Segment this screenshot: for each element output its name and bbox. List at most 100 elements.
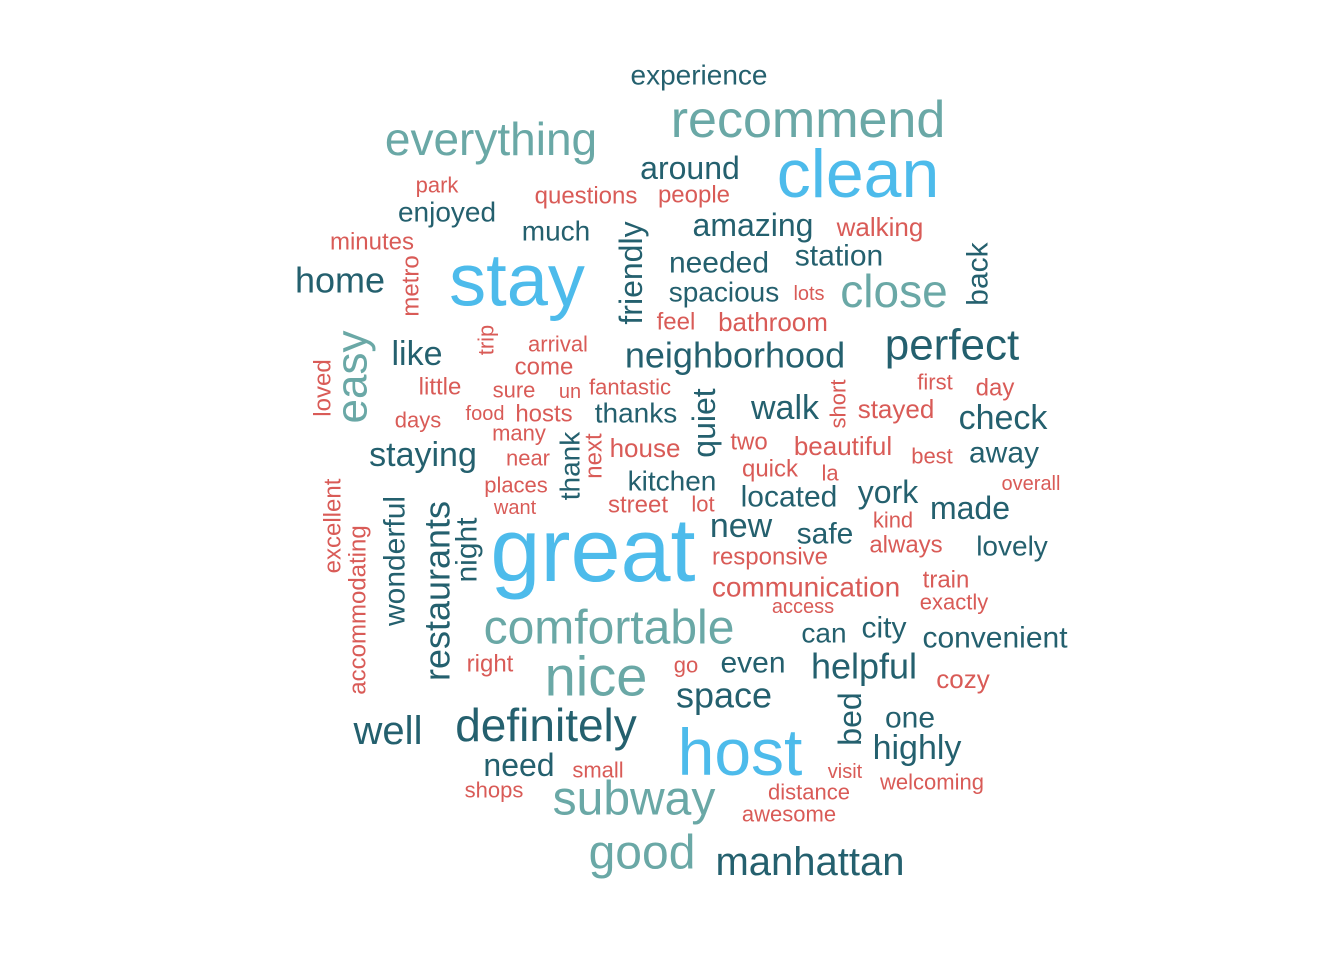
- word-back: back: [962, 241, 995, 305]
- word-feel: feel: [657, 309, 696, 336]
- word-responsive: responsive: [712, 544, 828, 571]
- word-lovely: lovely: [976, 531, 1048, 562]
- word-recommend: recommend: [671, 91, 946, 149]
- word-highly: highly: [873, 729, 962, 767]
- word-excellent: excellent: [320, 478, 347, 573]
- word-city: city: [862, 612, 907, 645]
- word-park: park: [416, 173, 460, 198]
- word-lot: lot: [691, 492, 714, 517]
- word-near: near: [506, 446, 550, 471]
- word-walking: walking: [836, 212, 924, 242]
- word-amazing: amazing: [693, 207, 814, 243]
- word-away: away: [969, 437, 1039, 470]
- word-friendly: friendly: [613, 221, 649, 324]
- word-welcoming: welcoming: [879, 770, 984, 795]
- word-always: always: [869, 532, 942, 559]
- word-can: can: [801, 618, 846, 649]
- word-fantastic: fantastic: [589, 375, 671, 400]
- word-nice: nice: [545, 645, 648, 708]
- word-good: good: [589, 827, 696, 880]
- word-one: one: [885, 702, 935, 735]
- word-enjoyed: enjoyed: [398, 197, 496, 228]
- word-stayed: stayed: [858, 394, 935, 424]
- word-close: close: [840, 265, 947, 317]
- word-two: two: [730, 429, 767, 456]
- word-manhattan: manhattan: [715, 840, 904, 884]
- word-restaurants: restaurants: [417, 501, 458, 681]
- word-day: day: [976, 375, 1015, 402]
- word-metro: metro: [398, 255, 425, 316]
- word-small: small: [572, 758, 623, 783]
- word-visit: visit: [828, 761, 863, 783]
- word-convenient: convenient: [922, 622, 1068, 655]
- word-beautiful: beautiful: [794, 431, 892, 461]
- word-kitchen: kitchen: [628, 466, 717, 497]
- word-well: well: [353, 709, 423, 753]
- word-subway: subway: [553, 773, 716, 826]
- word-best: best: [911, 444, 953, 469]
- word-around: around: [640, 150, 740, 186]
- word-need: need: [483, 747, 554, 783]
- word-kind: kind: [873, 508, 913, 533]
- word-accommodating: accommodating: [345, 525, 372, 694]
- word-train: train: [923, 567, 970, 594]
- word-exactly: exactly: [920, 590, 988, 615]
- word-quick: quick: [742, 456, 799, 483]
- word-experience: experience: [631, 60, 768, 91]
- word-neighborhood: neighborhood: [625, 335, 845, 376]
- word-questions: questions: [535, 183, 638, 210]
- word-station: station: [795, 240, 883, 273]
- word-new: new: [710, 507, 773, 545]
- word-la: la: [821, 461, 839, 486]
- word-un: un: [559, 381, 581, 403]
- word-little: little: [419, 374, 462, 401]
- word-want: want: [493, 497, 537, 519]
- word-comfortable: comfortable: [484, 602, 735, 655]
- word-awesome: awesome: [742, 802, 836, 827]
- word-stay: stay: [449, 239, 585, 322]
- word-space: space: [676, 675, 772, 716]
- word-lots: lots: [793, 283, 824, 305]
- word-house: house: [610, 433, 681, 463]
- word-home: home: [295, 260, 385, 301]
- word-made: made: [930, 490, 1010, 526]
- word-go: go: [674, 653, 698, 678]
- word-communication: communication: [712, 572, 900, 603]
- word-bed: bed: [832, 692, 868, 745]
- word-hosts: hosts: [515, 401, 572, 428]
- word-safe: safe: [797, 518, 854, 551]
- word-helpful: helpful: [811, 646, 917, 687]
- word-night: night: [451, 517, 484, 583]
- word-first: first: [917, 370, 952, 395]
- word-host: host: [678, 715, 803, 789]
- word-next: next: [581, 433, 608, 479]
- word-cozy: cozy: [936, 664, 989, 694]
- word-even: even: [720, 647, 785, 680]
- word-needed: needed: [669, 247, 769, 280]
- word-perfect: perfect: [885, 321, 1020, 370]
- word-loved: loved: [310, 359, 337, 416]
- word-quiet: quiet: [686, 388, 722, 458]
- word-check: check: [959, 399, 1049, 437]
- word-wonderful: wonderful: [379, 496, 412, 627]
- word-shops: shops: [465, 778, 524, 803]
- word-walk: walk: [750, 389, 820, 427]
- word-distance: distance: [768, 780, 850, 805]
- word-food: food: [466, 403, 505, 425]
- word-short: short: [826, 380, 851, 429]
- word-overall: overall: [1002, 473, 1061, 495]
- word-definitely: definitely: [455, 699, 637, 751]
- word-york: york: [858, 474, 919, 510]
- word-trip: trip: [474, 325, 499, 356]
- word-bathroom: bathroom: [718, 307, 828, 337]
- word-street: street: [608, 492, 668, 519]
- word-access: access: [772, 596, 834, 618]
- word-clean: clean: [777, 136, 940, 212]
- word-people: people: [658, 182, 730, 209]
- word-much: much: [522, 216, 590, 247]
- word-spacious: spacious: [669, 277, 780, 308]
- word-sure: sure: [493, 378, 536, 403]
- word-places: places: [484, 473, 548, 498]
